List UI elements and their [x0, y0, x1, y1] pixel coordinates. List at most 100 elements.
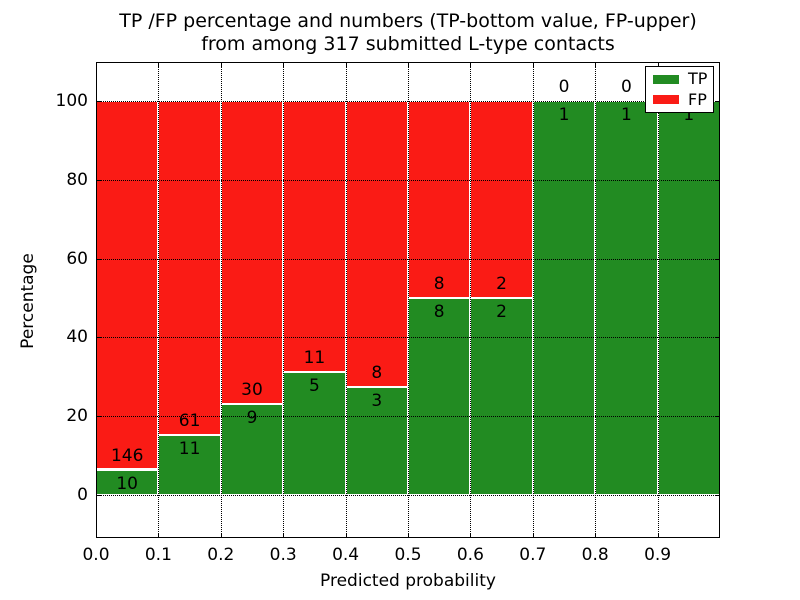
x-gridline — [532, 62, 534, 538]
tp-count-label: 1 — [620, 105, 632, 126]
x-tick-top — [595, 63, 597, 67]
x-tick-label: 0.2 — [207, 545, 235, 565]
y-tick-right — [715, 337, 719, 339]
x-tick-top — [470, 63, 472, 67]
x-tick-top — [657, 63, 659, 67]
y-tick-right — [715, 494, 719, 496]
x-gridline — [158, 62, 160, 538]
bar-segment-fp — [158, 101, 221, 435]
fp-count-label: 8 — [433, 274, 445, 295]
tp-count-label: 10 — [116, 473, 138, 494]
x-tick-bottom — [408, 533, 409, 537]
x-tick-bottom — [96, 533, 97, 537]
fp-count-label: 2 — [496, 274, 507, 295]
y-tick-left — [97, 337, 101, 339]
x-tick-label: 0.5 — [394, 545, 422, 565]
tp-count-label: 2 — [496, 302, 507, 323]
x-tick-bottom — [220, 533, 222, 537]
x-tick-label: 0.0 — [82, 545, 110, 565]
bar-segment-fp — [96, 101, 159, 470]
y-gridline — [96, 258, 720, 260]
x-gridline — [220, 62, 222, 538]
tp-count-label: 3 — [371, 391, 383, 412]
y-gridline — [96, 416, 720, 418]
x-tick-label: 0.1 — [144, 545, 172, 565]
x-tick-label: 0.6 — [456, 545, 484, 565]
y-tick-label: 40 — [66, 327, 88, 348]
y-axis-label: Percentage — [18, 253, 38, 349]
legend-label-fp: FP — [688, 89, 707, 109]
bar-segment-fp — [408, 101, 471, 299]
fp-count-label: 8 — [371, 363, 383, 384]
bar-segment-fp — [220, 101, 284, 404]
x-gridline — [283, 62, 285, 538]
bar-segment-tp — [220, 403, 284, 495]
tp-count-label: 1 — [558, 105, 570, 126]
legend-entry-tp: TP — [653, 71, 713, 87]
x-tick-bottom — [595, 533, 597, 537]
legend-entry-fp: FP — [653, 89, 713, 109]
y-tick-right — [715, 258, 719, 260]
x-tick-bottom — [283, 533, 285, 537]
tp-count-label: 5 — [308, 375, 320, 396]
tp-count-label: 9 — [246, 407, 258, 428]
y-tick-right — [715, 101, 719, 103]
x-tick-label: 0.3 — [269, 545, 297, 565]
x-gridline — [595, 62, 597, 538]
fp-color-swatch — [653, 95, 679, 105]
x-gridline — [345, 62, 347, 538]
legend: TP FP — [645, 66, 714, 113]
y-tick-right — [715, 180, 719, 182]
x-tick-top — [283, 63, 285, 67]
fp-count-label: 61 — [178, 410, 201, 431]
chart-title: TP /FP percentage and numbers (TP-bottom… — [8, 10, 800, 56]
tp-count-label: 11 — [178, 438, 201, 459]
bar-segment-tp — [408, 298, 471, 495]
tp-count-label: 1 — [683, 105, 695, 126]
x-tick-top — [345, 63, 347, 67]
x-tick-top — [532, 63, 534, 67]
x-tick-bottom — [532, 533, 534, 537]
y-tick-right — [715, 416, 719, 418]
bar-segment-tp — [283, 371, 346, 495]
y-gridline — [96, 337, 720, 339]
y-tick-label: 0 — [77, 484, 88, 505]
y-gridline — [96, 101, 720, 103]
bar-segment-tp — [657, 101, 720, 495]
chart-title-line1: TP /FP percentage and numbers (TP-bottom… — [119, 10, 697, 32]
x-tick-label: 0.9 — [644, 545, 672, 565]
x-tick-label: 0.8 — [581, 545, 609, 565]
x-tick-top — [96, 63, 97, 67]
y-tick-label: 20 — [66, 406, 88, 427]
bar-segment-tp — [595, 101, 658, 495]
y-tick-label: 60 — [66, 248, 88, 269]
fp-count-label: 0 — [620, 77, 632, 98]
bar-segment-fp — [283, 101, 346, 372]
fp-count-label: 30 — [241, 379, 263, 400]
y-tick-left — [97, 258, 101, 260]
x-gridline — [657, 62, 659, 538]
x-tick-bottom — [158, 533, 160, 537]
x-tick-label: 0.7 — [519, 545, 547, 565]
y-tick-label: 80 — [66, 170, 88, 191]
y-tick-left — [97, 494, 101, 496]
x-gridline — [470, 62, 472, 538]
x-gridline — [408, 62, 409, 538]
y-gridline — [96, 180, 720, 182]
fp-count-label: 146 — [110, 445, 144, 466]
fp-count-label: 0 — [558, 77, 570, 98]
y-tick-label: 100 — [55, 91, 88, 112]
x-tick-label: 0.4 — [332, 545, 360, 565]
bar-segment-tp — [532, 101, 596, 495]
bar-segment-fp — [345, 101, 408, 388]
fp-count-label: 11 — [303, 347, 326, 368]
x-tick-top — [408, 63, 409, 67]
tp-count-label: 8 — [433, 302, 445, 323]
x-tick-bottom — [470, 533, 472, 537]
y-tick-left — [97, 101, 101, 103]
y-gridline — [96, 494, 720, 496]
bar-segment-fp — [470, 101, 533, 299]
tp-color-swatch — [653, 74, 679, 84]
y-tick-left — [97, 416, 101, 418]
